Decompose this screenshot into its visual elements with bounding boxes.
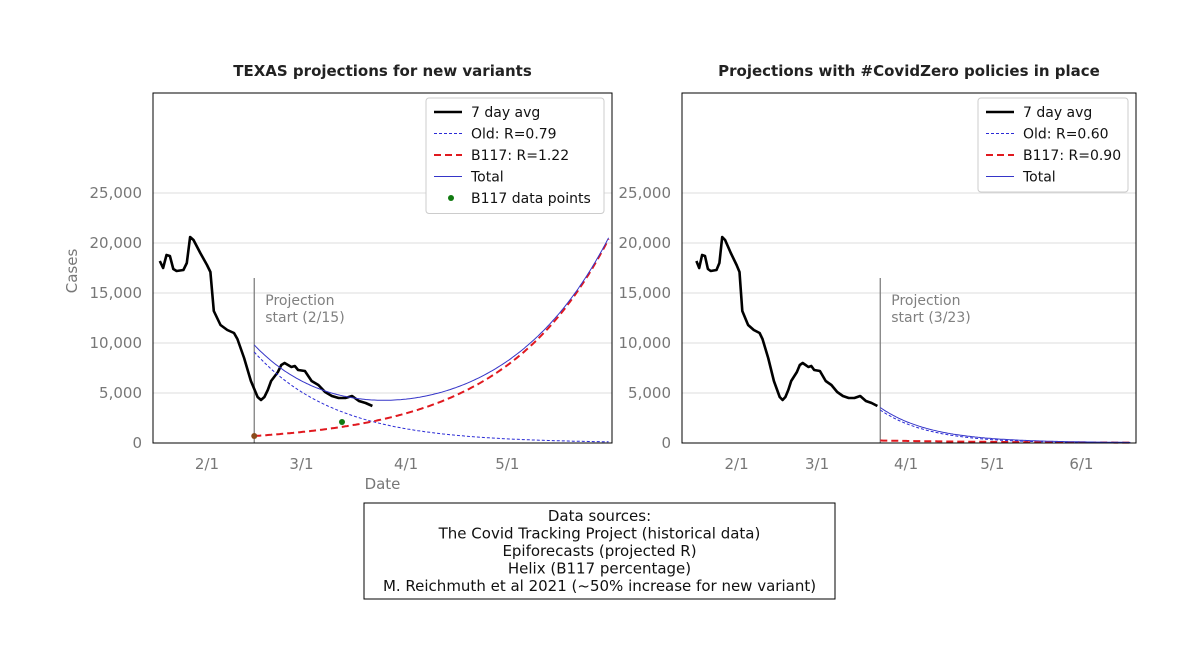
x-tick-label: 2/1: [725, 455, 749, 473]
data-sources-box: Data sources:The Covid Tracking Project …: [363, 502, 836, 600]
data-source-line: Data sources:: [548, 507, 651, 525]
y-tick-label: 15,000: [619, 284, 672, 302]
series-old-variant: [253, 351, 609, 443]
b117-data-point: [339, 419, 345, 425]
legend-frame: [977, 97, 1129, 193]
series-7-day-avg: [695, 235, 878, 408]
legend-label: B117: R=0.90: [1023, 148, 1121, 164]
x-tick-label: 4/1: [894, 455, 918, 473]
projection-start-label: Projection: [891, 293, 960, 309]
legend-marker: [448, 195, 454, 201]
y-tick-label: 0: [661, 434, 671, 452]
chart-title: Projections with #CovidZero policies in …: [718, 62, 1100, 80]
projection-start-label: Projection: [265, 293, 334, 309]
series-old-variant: [880, 409, 1131, 444]
x-tick-label: 3/1: [805, 455, 829, 473]
y-tick-label: 25,000: [90, 184, 143, 202]
legend-label: 7 day avg: [1023, 105, 1092, 121]
x-tick-label: 3/1: [289, 455, 313, 473]
x-tick-label: 4/1: [394, 455, 418, 473]
data-source-line: M. Reichmuth et al 2021 (~50% increase f…: [383, 577, 816, 595]
x-tick-label: 6/1: [1069, 455, 1093, 473]
y-axis-label: Cases: [63, 249, 81, 294]
chart-title: TEXAS projections for new variants: [233, 62, 532, 80]
plot-frame: [152, 92, 613, 444]
legend-label: B117 data points: [471, 191, 591, 207]
data-source-line: The Covid Tracking Project (historical d…: [438, 525, 761, 543]
projection-start-label: start (3/23): [891, 310, 970, 326]
series-total: [253, 237, 610, 401]
y-tick-label: 20,000: [619, 234, 672, 252]
series-b117-variant: [880, 439, 1131, 444]
y-tick-label: 15,000: [90, 284, 143, 302]
legend-label: Total: [1022, 170, 1056, 186]
legend-label: Total: [470, 170, 504, 186]
data-source-line: Epiforecasts (projected R): [502, 542, 696, 560]
y-tick-label: 5,000: [99, 384, 142, 402]
legend: 7 day avg Old: R=0.60 B117: R=0.90 Total: [977, 97, 1129, 193]
data-sources-frame: [363, 502, 836, 600]
legend-label: 7 day avg: [471, 105, 540, 121]
legend-frame: [425, 97, 605, 214]
legend-label: Old: R=0.79: [471, 127, 557, 143]
y-tick-label: 0: [132, 434, 142, 452]
projection-start-label: start (2/15): [265, 310, 344, 326]
y-tick-label: 10,000: [619, 334, 672, 352]
x-tick-label: 5/1: [495, 455, 519, 473]
y-tick-label: 10,000: [90, 334, 143, 352]
x-tick-label: 2/1: [195, 455, 219, 473]
legend: 7 day avg Old: R=0.79 B117: R=1.22 Total B11…: [425, 97, 605, 214]
legend-label: B117: R=1.22: [471, 148, 569, 164]
series-total: [880, 407, 1131, 443]
x-axis-label: Date: [365, 475, 401, 493]
legend-label: Old: R=0.60: [1023, 127, 1109, 143]
b117-data-point: [251, 433, 258, 439]
plot-frame: [681, 92, 1137, 444]
series-b117-variant: [254, 238, 610, 437]
x-tick-label: 5/1: [980, 455, 1004, 473]
data-source-line: Helix (B117 percentage): [508, 560, 691, 578]
y-tick-label: 25,000: [619, 184, 672, 202]
y-tick-label: 20,000: [90, 234, 143, 252]
y-tick-label: 5,000: [628, 384, 671, 402]
series-7-day-avg: [158, 235, 373, 408]
